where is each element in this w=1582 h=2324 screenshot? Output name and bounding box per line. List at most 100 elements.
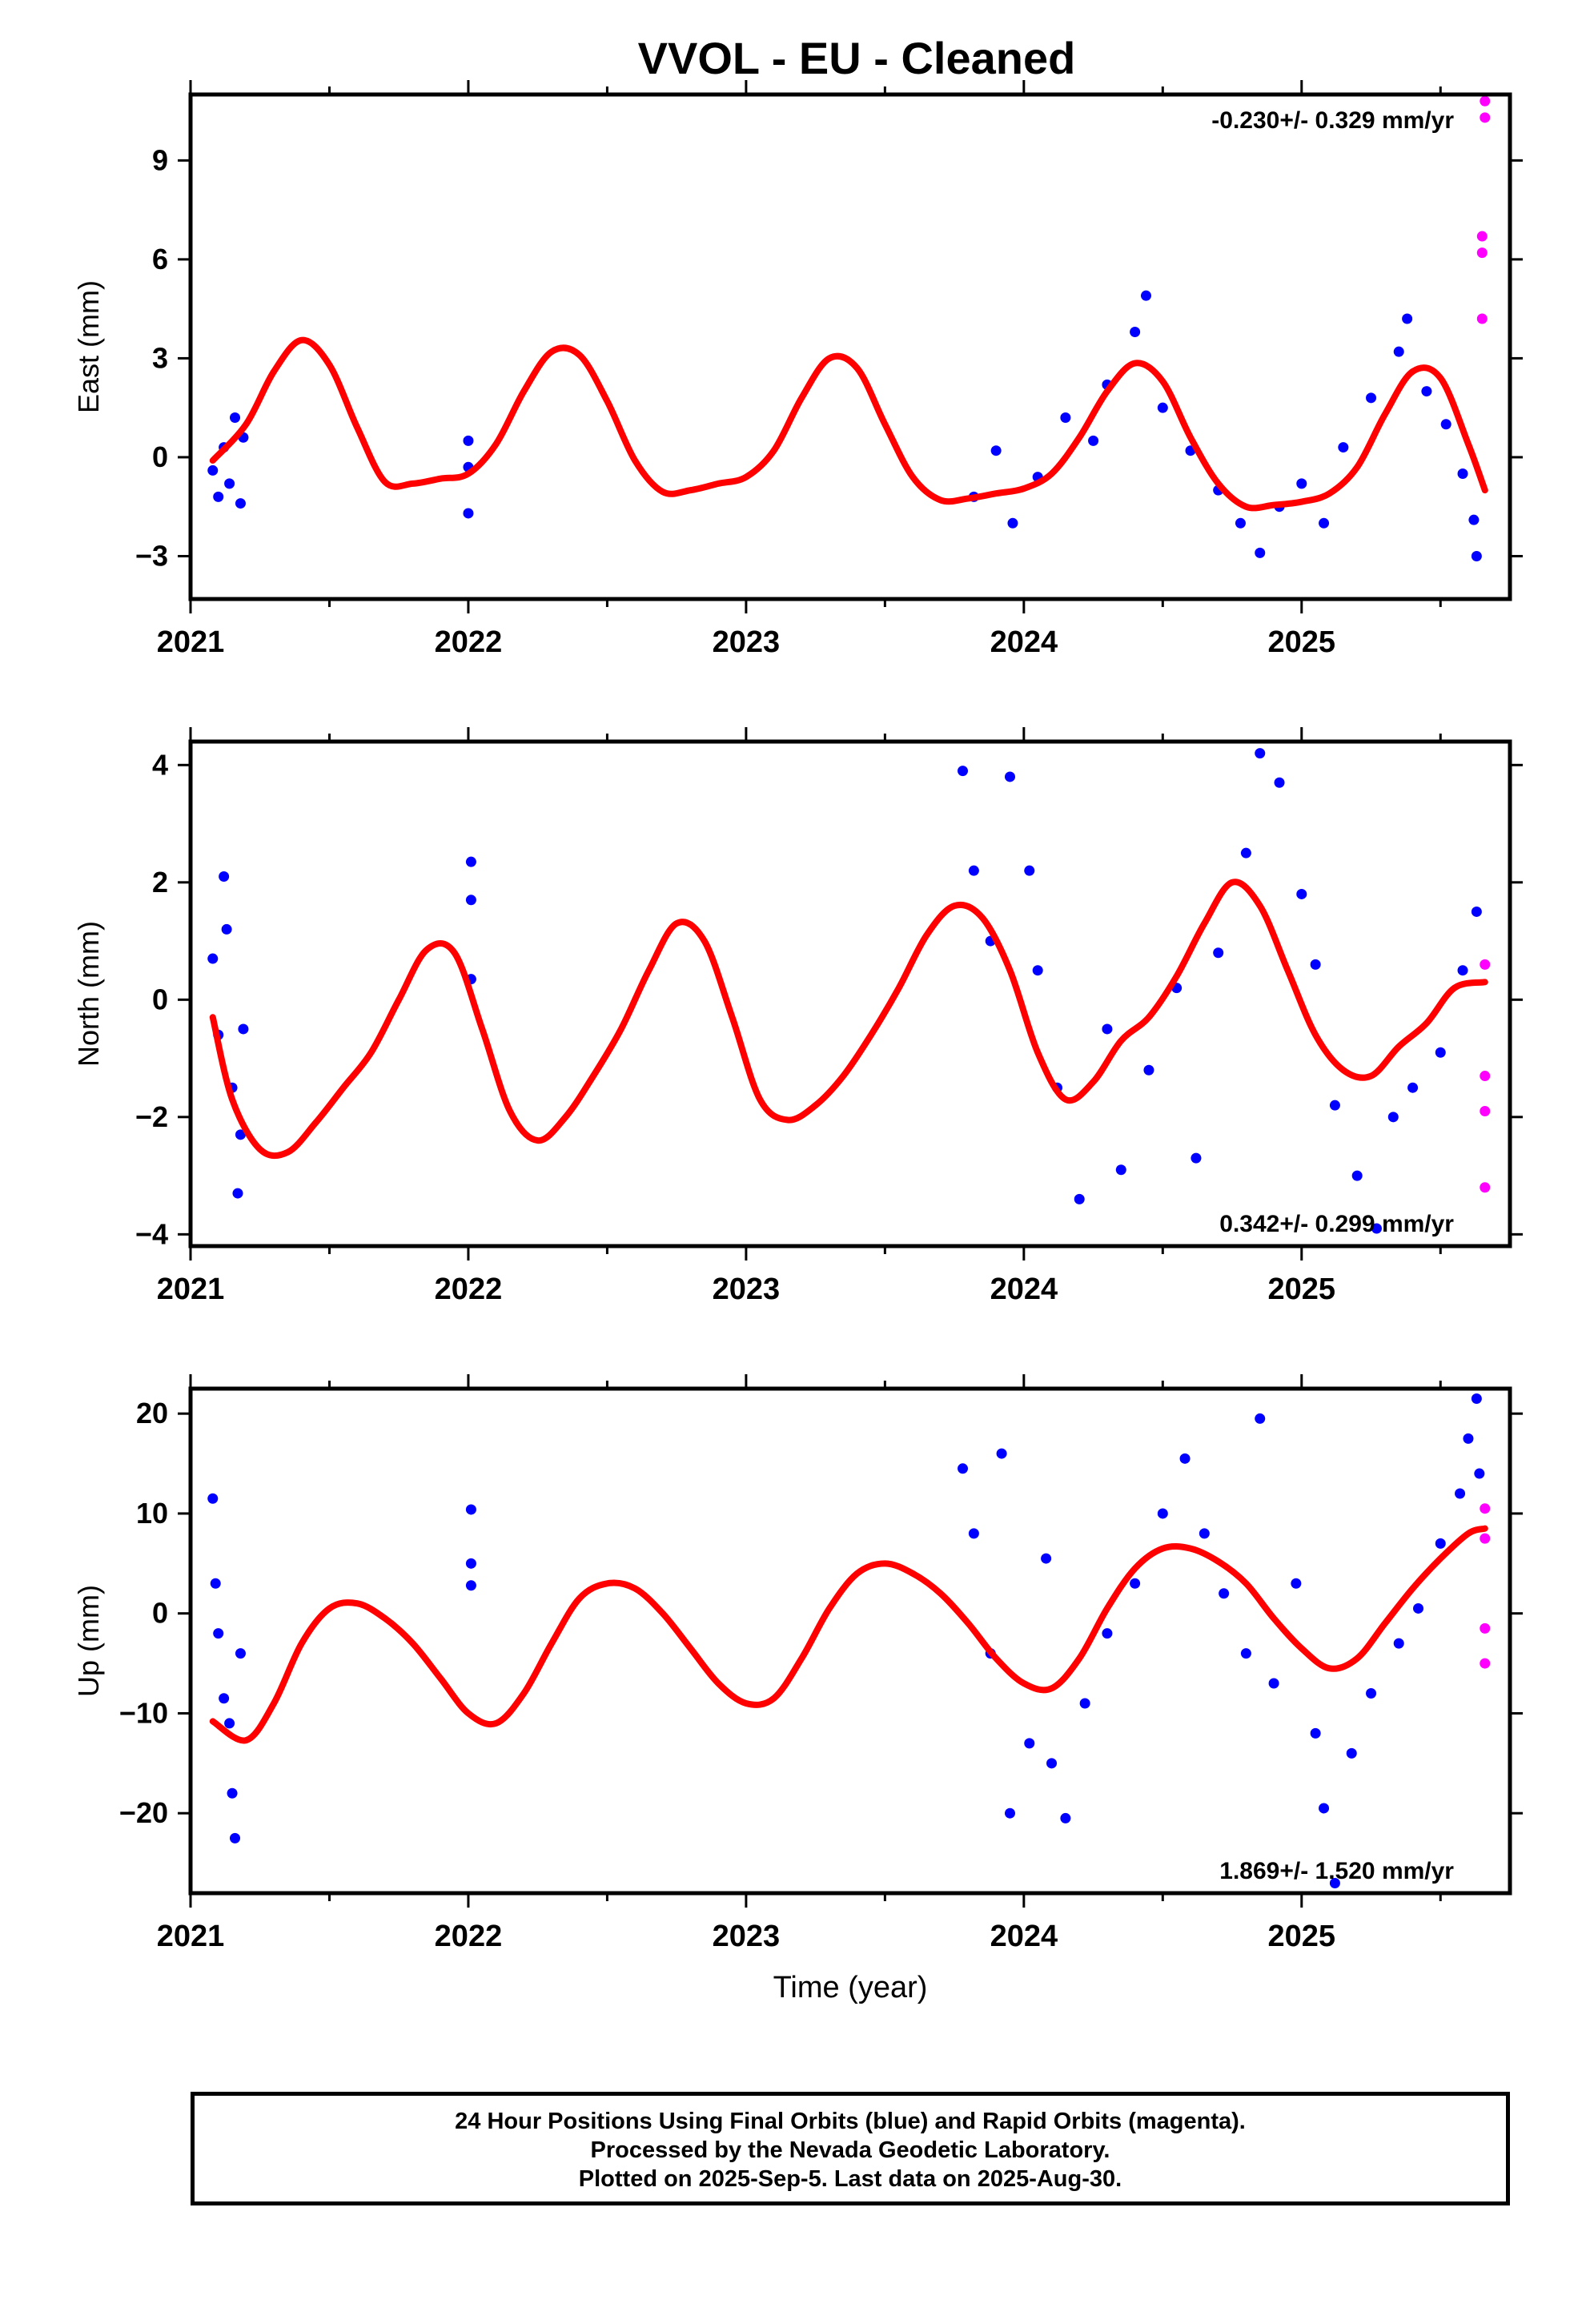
up-rapid-point <box>1480 1503 1491 1514</box>
up-final-point <box>1319 1803 1330 1814</box>
north-ytick-label: 0 <box>152 983 168 1015</box>
north-final-point <box>1191 1152 1202 1164</box>
up-final-point <box>1366 1687 1377 1699</box>
north-rapid-point <box>1480 1182 1491 1193</box>
north-final-point <box>1032 965 1043 976</box>
north-plot-area <box>207 748 1491 1234</box>
north-final-point <box>1213 947 1224 959</box>
east-ytick-label: −3 <box>135 539 168 572</box>
up-final-point <box>1102 1628 1113 1639</box>
east-final-point <box>235 498 246 509</box>
up-final-point <box>1041 1553 1052 1564</box>
north-final-point <box>1471 906 1482 917</box>
east-fit-line <box>209 336 1488 512</box>
north-final-point <box>221 923 232 935</box>
north-final-point <box>958 766 969 777</box>
up-final-point <box>1130 1578 1141 1589</box>
up-ytick-label: 10 <box>136 1497 168 1530</box>
footer-line-1: 24 Hour Positions Using Final Orbits (bl… <box>455 2109 1246 2134</box>
east-final-point <box>1060 412 1071 424</box>
north-final-point <box>968 865 979 876</box>
up-final-point <box>1291 1578 1302 1589</box>
north-final-point <box>465 895 476 906</box>
east-final-point <box>1319 517 1330 529</box>
up-final-point <box>465 1580 476 1591</box>
up-final-point <box>958 1463 969 1474</box>
up-final-point <box>465 1504 476 1515</box>
up-final-point <box>1463 1433 1474 1444</box>
up-ytick-label: 20 <box>136 1397 168 1429</box>
east-final-point <box>1366 392 1377 404</box>
up-xtick-label: 2025 <box>1268 1920 1336 1953</box>
east-rapid-point <box>1480 95 1491 107</box>
north-ytick-label: 4 <box>152 748 168 781</box>
north-final-point <box>1004 771 1015 782</box>
up-final-point <box>1393 1638 1404 1649</box>
up-final-point <box>1255 1413 1266 1424</box>
east-final-point <box>1235 517 1246 529</box>
up-final-point <box>1060 1812 1071 1823</box>
north-final-point <box>1351 1170 1363 1181</box>
north-frame <box>188 739 1512 1248</box>
up-final-point <box>996 1448 1007 1459</box>
up-final-point <box>1157 1508 1168 1519</box>
up-rate-annotation: 1.869+/- 1.520 mm/yr <box>1219 1858 1454 1884</box>
up-final-point <box>1179 1453 1191 1464</box>
east-final-point <box>1140 290 1151 301</box>
up-final-point <box>227 1787 238 1799</box>
up-frame <box>188 1386 1512 1896</box>
north-xtick-label: 2023 <box>713 1273 781 1306</box>
east-ytick-label: 9 <box>152 143 168 176</box>
east-rapid-point <box>1480 112 1491 123</box>
north-final-point <box>1435 1047 1446 1058</box>
north-final-point <box>235 1129 246 1140</box>
east-final-point <box>463 435 474 446</box>
east-final-point <box>224 478 235 489</box>
up-final-point <box>213 1628 224 1639</box>
up-final-point <box>968 1528 979 1539</box>
east-ytick-label: 3 <box>152 341 168 374</box>
north-rate-annotation: 0.342+/- 0.299 mm/yr <box>1219 1211 1454 1237</box>
up-final-point <box>235 1648 246 1659</box>
north-final-point <box>1274 777 1285 788</box>
north-final-point <box>238 1023 249 1035</box>
up-final-point <box>1413 1602 1424 1614</box>
north-final-point <box>465 856 476 867</box>
north-ytick-label: 2 <box>152 866 168 899</box>
north-final-point <box>1387 1112 1399 1123</box>
east-rapid-point <box>1476 231 1488 242</box>
east-xtick-label: 2022 <box>435 625 503 659</box>
east-xtick-label: 2023 <box>713 625 781 659</box>
up-final-point <box>1346 1747 1357 1759</box>
east-rate-annotation: -0.230+/- 0.329 mm/yr <box>1211 107 1454 134</box>
east-final-point <box>1088 435 1099 446</box>
up-final-point <box>465 1558 476 1569</box>
up-final-point <box>207 1493 219 1504</box>
east-final-point <box>1338 442 1349 453</box>
east-final-point <box>1471 550 1482 561</box>
north-y-axis-label: North (mm) <box>72 921 105 1067</box>
up-final-point <box>1079 1698 1090 1709</box>
up-xtick-label: 2022 <box>435 1920 503 1953</box>
chart-title: VVOL - EU - Cleaned <box>637 33 1076 83</box>
east-final-point <box>207 464 219 476</box>
east-final-point <box>230 412 241 424</box>
up-xtick-label: 2024 <box>990 1920 1058 1953</box>
north-final-point <box>1296 888 1307 899</box>
up-ytick-label: −20 <box>119 1796 168 1829</box>
north-xtick-label: 2024 <box>990 1273 1058 1306</box>
footer-line-2: Processed by the Nevada Geodetic Laborat… <box>590 2137 1110 2163</box>
east-xtick-label: 2024 <box>990 625 1058 659</box>
east-final-point <box>1440 419 1452 430</box>
east-ytick-label: 0 <box>152 440 168 473</box>
up-final-point <box>210 1578 221 1589</box>
north-rapid-point <box>1480 1071 1491 1082</box>
east-final-point <box>990 445 1002 456</box>
north-final-point <box>1371 1223 1382 1234</box>
north-final-point <box>1329 1100 1340 1111</box>
up-y-axis-label: Up (mm) <box>72 1585 105 1697</box>
east-final-point <box>1007 517 1018 529</box>
up-x-axis-label: Time (year) <box>773 1971 928 2004</box>
up-plot-area <box>207 1393 1491 1889</box>
